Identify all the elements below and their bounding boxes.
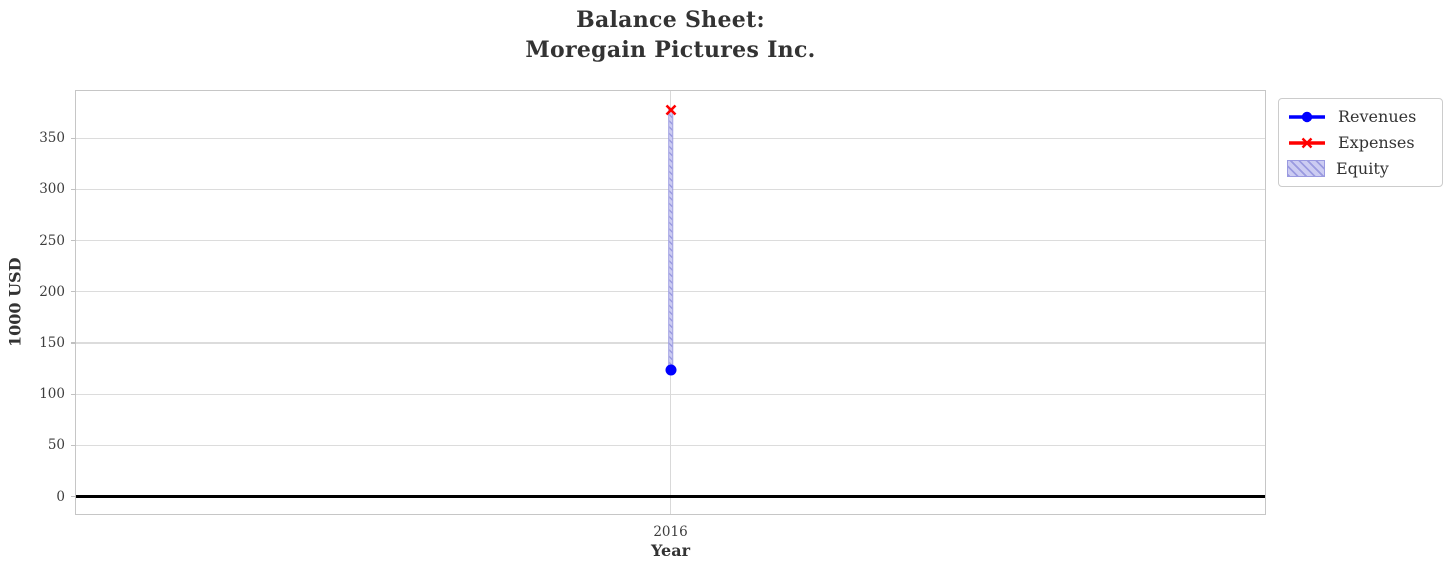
y-tick-label: 250: [39, 232, 65, 249]
chart-title: Balance Sheet: Moregain Pictures Inc.: [75, 6, 1266, 65]
y-tick-mark: [71, 495, 76, 498]
legend-label-equity: Equity: [1336, 159, 1389, 178]
y-tick-label: 100: [39, 386, 65, 403]
y-tick-label: 200: [39, 283, 65, 300]
y-tick-mark: [71, 239, 76, 242]
legend-label-expenses: Expenses: [1338, 133, 1415, 152]
legend-item-equity: Equity: [1287, 159, 1432, 178]
expenses-point: [665, 105, 676, 116]
equity-bar: [667, 109, 674, 371]
chart-title-line2: Moregain Pictures Inc.: [525, 36, 816, 63]
revenues-point: [665, 364, 676, 376]
y-tick-label: 300: [39, 181, 65, 198]
legend: Revenues Expenses Equity: [1278, 98, 1443, 187]
y-tick-mark: [71, 291, 76, 293]
y-tick-mark: [71, 137, 76, 139]
y-tick-label: 350: [39, 130, 65, 147]
y-tick-mark: [71, 188, 76, 190]
plot-area: 0 50 100 150 200 250 300 350: [39, 90, 1266, 515]
y-tick-label: 150: [39, 334, 65, 351]
y-tick-label: 50: [47, 437, 65, 454]
revenues-line-circle-icon: [1289, 111, 1325, 122]
zero-axis-line: [76, 495, 1265, 498]
legend-label-revenues: Revenues: [1338, 107, 1417, 126]
y-tick-mark: [71, 393, 76, 395]
legend-item-expenses: Expenses: [1287, 133, 1432, 152]
chart-title-line1: Balance Sheet:: [576, 7, 765, 33]
expenses-line-x-icon: [1289, 137, 1325, 148]
legend-item-revenues: Revenues: [1287, 107, 1432, 126]
y-axis-label: 1000 USD: [5, 257, 25, 348]
x-axis-label: Year: [650, 541, 690, 560]
y-tick-label: 0: [56, 488, 65, 505]
x-tick-label: 2016: [653, 524, 688, 540]
y-tick-mark: [71, 444, 76, 446]
equity-hatched-patch-icon: [1287, 160, 1325, 177]
y-tick-mark: [71, 342, 76, 344]
